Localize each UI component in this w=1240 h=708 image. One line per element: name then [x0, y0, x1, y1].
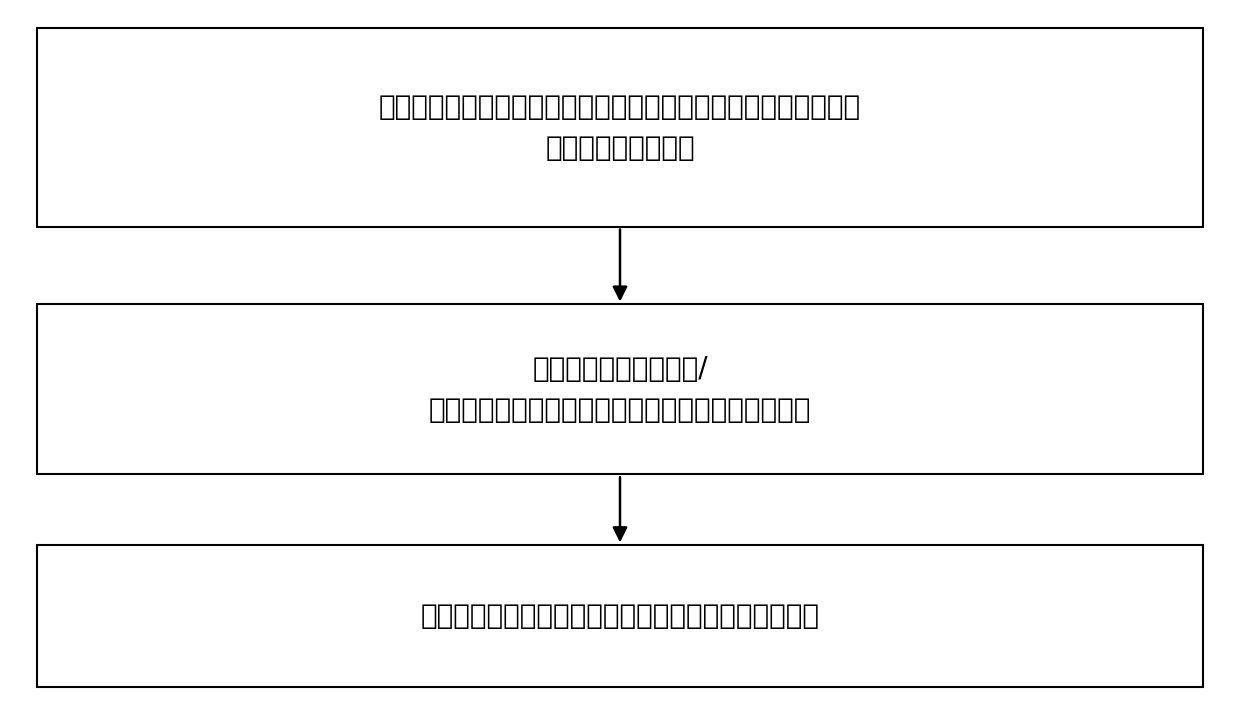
Text: 对有向图进行遍历，并进行变量替换，生成指令集代码: 对有向图进行遍历，并进行变量替换，生成指令集代码	[420, 602, 820, 630]
Bar	[37, 28, 1203, 227]
Bar	[37, 545, 1203, 687]
Text: 将每个功能块抽象封装为一个类，并进行存储，一个功能块即一个
功能块类的实例对象: 将每个功能块抽象封装为一个类，并进行存储，一个功能块即一个 功能块类的实例对象	[379, 93, 861, 162]
Text: 将操作人员进行连线和/
或赋值操作关联的两个功能块，转换为对应的有向图: 将操作人员进行连线和/ 或赋值操作关联的两个功能块，转换为对应的有向图	[429, 355, 811, 424]
Bar	[37, 304, 1203, 474]
